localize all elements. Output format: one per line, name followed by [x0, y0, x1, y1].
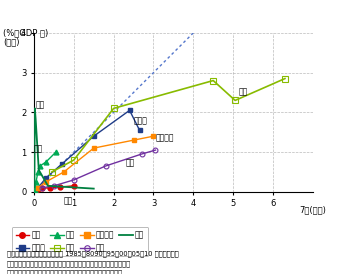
- Text: 日本: 日本: [64, 196, 73, 205]
- Text: 備考：上記は、各国の絶対額を 1985、8090、95、00、05、10 暦年と右上に: 備考：上記は、各国の絶対額を 1985、8090、95、00、05、10 暦年と…: [7, 251, 178, 257]
- Text: 英国: 英国: [239, 87, 248, 96]
- Text: かけてプロットさせたもの。なお、中国には香港は含まない。: かけてプロットさせたもの。なお、中国には香港は含まない。: [7, 260, 131, 267]
- Text: (対内): (対内): [3, 37, 20, 46]
- Text: (%：GDP 比): (%：GDP 比): [3, 29, 49, 38]
- Text: 韓国: 韓国: [34, 144, 43, 153]
- Text: 資料：（財）　国際貸易投資研究所「国際比較統計」から作成。: 資料：（財） 国際貸易投資研究所「国際比較統計」から作成。: [7, 270, 123, 274]
- Text: 米国: 米国: [125, 158, 135, 167]
- Legend: 日本, ドイツ, 韓国, 英国, フランス, 米国, 中国: 日本, ドイツ, 韓国, 英国, フランス, 米国, 中国: [12, 227, 148, 256]
- Text: ドイツ: ドイツ: [134, 116, 148, 125]
- Text: フランス: フランス: [155, 134, 174, 143]
- Text: 7　(対外): 7 (対外): [299, 206, 326, 215]
- Text: 中国: 中国: [36, 101, 45, 110]
